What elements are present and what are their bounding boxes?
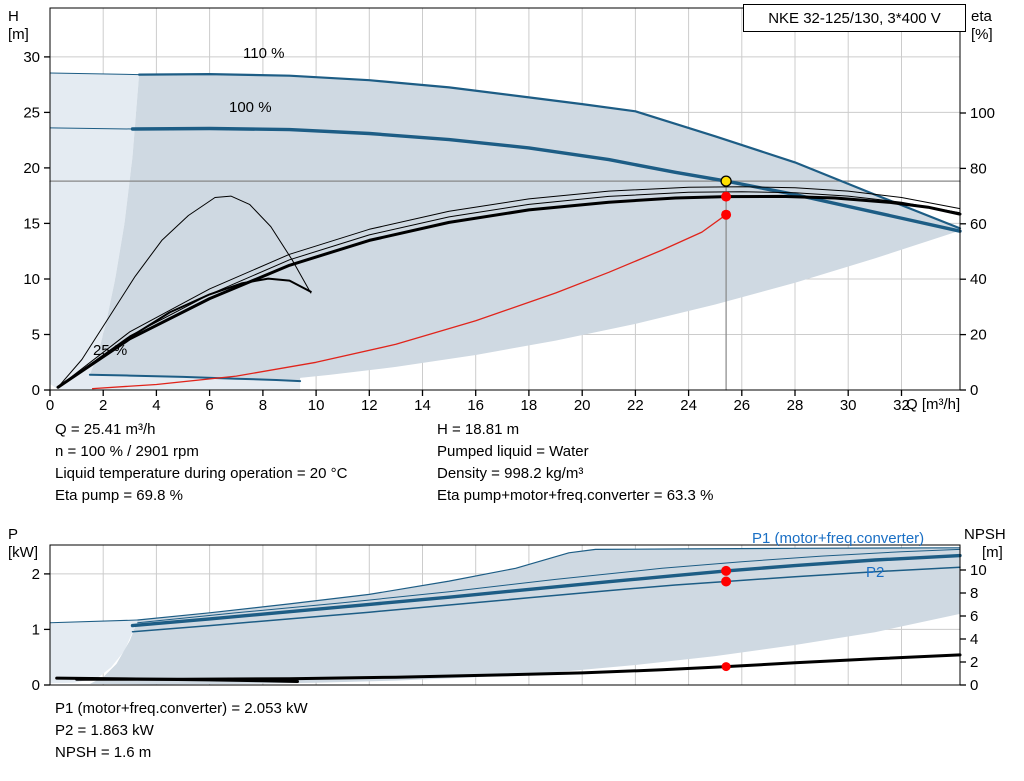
- duty-point: [720, 175, 732, 187]
- y-right-tick-label: 20: [970, 327, 987, 344]
- p-mid-curve: [137, 548, 961, 624]
- info-pumped-liquid: Pumped liquid = Water: [437, 443, 589, 460]
- y-right-tick-label: 10: [970, 562, 987, 579]
- x-tick-label: 16: [467, 397, 484, 414]
- y-left-tick-label: 25: [23, 104, 40, 121]
- p-max-ext: [49, 619, 139, 624]
- y-left-tick-label: 20: [23, 160, 40, 177]
- x-tick-label: 28: [787, 397, 804, 414]
- x-tick-label: 32: [893, 397, 910, 414]
- axis-label: [m]: [982, 544, 1003, 561]
- speed-110-curve-ext: [49, 72, 140, 76]
- y-left-tick-label: 0: [32, 382, 40, 399]
- axis-label: [%]: [971, 26, 993, 43]
- y-right-tick-label: 80: [970, 160, 987, 177]
- info-eta-pump: Eta pump = 69.8 %: [55, 487, 183, 504]
- npsh-point: [721, 662, 731, 672]
- x-tick-label: 20: [574, 397, 591, 414]
- y-left-tick-label: 1: [32, 621, 40, 638]
- plot-frame: [49, 7, 961, 391]
- speed-100-curve-ext: [49, 127, 133, 130]
- info-flow: Q = 25.41 m³/h: [55, 421, 156, 438]
- pump-model-badge: NKE 32-125/130, 3*400 V: [743, 4, 966, 32]
- x-tick-label: 12: [361, 397, 378, 414]
- plot-frame: [49, 544, 961, 686]
- x-tick-label: 6: [205, 397, 213, 414]
- p-max-curve: [137, 547, 961, 621]
- x-tick-label: 4: [152, 397, 160, 414]
- y-right-tick-label: 0: [970, 382, 978, 399]
- axis-label: eta: [971, 8, 993, 25]
- speed-25-curve: [88, 373, 302, 383]
- y-right-tick-label: 8: [970, 585, 978, 602]
- p1-curve: [130, 553, 962, 628]
- y-right-tick-label: 6: [970, 608, 978, 625]
- eta-pump-point: [721, 191, 732, 202]
- y-right-tick-label: 100: [970, 105, 995, 122]
- x-tick-label: 10: [308, 397, 325, 414]
- y-right-tick-label: 2: [970, 654, 978, 671]
- power-envelope: [89, 547, 960, 685]
- y-left-tick-label: 30: [23, 49, 40, 66]
- x-tick-label: 24: [680, 397, 697, 414]
- eta-full-a-curve: [57, 186, 961, 388]
- result-p2: P2 = 1.863 kW: [55, 722, 154, 739]
- y-right-tick-label: 40: [970, 271, 987, 288]
- result-p1: P1 (motor+freq.converter) = 2.053 kW: [55, 700, 308, 717]
- y-left-tick-label: 15: [23, 215, 40, 232]
- x-tick-label: 26: [733, 397, 750, 414]
- info-head: H = 18.81 m: [437, 421, 520, 438]
- axis-label: H: [8, 8, 19, 25]
- eta-pump-curve: [56, 194, 962, 389]
- y-left-tick-label: 10: [23, 271, 40, 288]
- y-right-tick-label: 60: [970, 216, 987, 233]
- eta-total-curve: [91, 214, 727, 390]
- x-tick-label: 18: [521, 397, 538, 414]
- y-left-tick-label: 0: [32, 677, 40, 694]
- x-tick-label: 22: [627, 397, 644, 414]
- curve-label: 110 %: [243, 45, 284, 62]
- axis-label: [m]: [8, 26, 29, 43]
- power-npsh-svg: 0 1 2 0 2 4 6 8 10 P[kW] NPSH[m] P1 (motor+freq.con…: [8, 526, 1006, 694]
- info-liquid-temperature: Liquid temperature during operation = 20…: [55, 465, 348, 482]
- y-left-tick-label: 5: [32, 327, 40, 344]
- y-right-tick-label: 4: [970, 631, 978, 648]
- axis-label: NPSH: [964, 526, 1006, 543]
- info-eta-total: Eta pump+motor+freq.converter = 63.3 %: [437, 487, 714, 504]
- p1-point: [721, 565, 732, 576]
- y-left-tick-label: 2: [32, 566, 40, 583]
- x-tick-label: 14: [414, 397, 431, 414]
- info-speed: n = 100 % / 2901 rpm: [55, 443, 199, 460]
- eta-full-b-curve: [57, 191, 961, 388]
- axis-label: P: [8, 526, 18, 543]
- npsh-curve: [75, 653, 962, 681]
- x-tick-label: 30: [840, 397, 857, 414]
- p2-curve: [131, 566, 961, 633]
- info-density: Density = 998.2 kg/m³: [437, 465, 584, 482]
- result-npsh: NPSH = 1.6 m: [55, 744, 152, 761]
- curve-label: 100 %: [229, 99, 272, 116]
- x-axis-label: Q [m³/h]: [906, 396, 960, 413]
- allowed-region-light: [50, 73, 140, 384]
- x-tick-label: 8: [259, 397, 267, 414]
- x-tick-label: 0: [46, 397, 54, 414]
- result-panel: P1 (motor+freq.converter) = 2.053 kW P2 …: [55, 698, 308, 764]
- eta-total-point: [721, 209, 732, 220]
- eta-25-curve: [57, 195, 312, 388]
- power-region-light: [50, 620, 138, 684]
- y-right-tick-label: 0: [970, 677, 978, 694]
- curve-label: P2: [866, 564, 884, 581]
- axis-label: [kW]: [8, 544, 38, 561]
- speed-110-curve: [138, 72, 962, 230]
- p2-point: [721, 576, 732, 587]
- curve-label: 25 %: [93, 342, 127, 359]
- duty-info-left-column: Q = 25.41 m³/h n = 100 % / 2901 rpm Liqu…: [55, 419, 347, 507]
- pump-model-text: NKE 32-125/130, 3*400 V: [768, 9, 941, 27]
- duty-info-right-column: H = 18.81 m Pumped liquid = Water Densit…: [437, 419, 713, 507]
- curve-label: P1 (motor+freq.converter): [752, 530, 924, 547]
- operating-envelope: [89, 74, 960, 382]
- x-tick-label: 2: [99, 397, 107, 414]
